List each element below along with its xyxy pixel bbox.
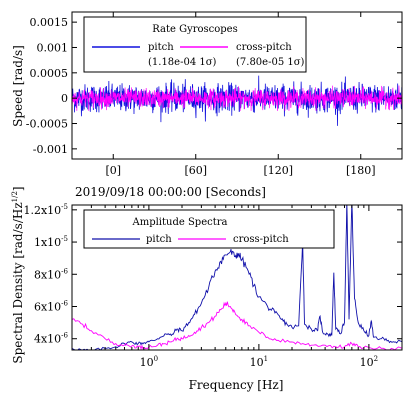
top-legend-box [83,16,307,73]
bottom-y-tick-label-base: 1.2x10 [23,204,61,217]
bottom-x-axis-label: Frequency [Hz] [189,378,284,392]
bottom-y-tick-label-exp: -5 [61,203,68,211]
bottom-x-tick-label-base: 10 [140,356,154,369]
top-legend-pitch-label: pitch [148,42,174,53]
bottom-y-tick-label-exp: -6 [61,267,68,275]
bottom-y-axis-label-main: Spectral Density [rad/s/Hz [11,202,25,363]
bottom-y-tick-label-base: 1x10 [34,236,61,249]
bottom-x-tick-label-exp: 0 [154,355,158,363]
bottom-x-tick-label-exp: 2 [374,355,378,363]
bottom-y-tick-label: 8x10-6 [34,267,69,281]
bottom-y-tick-label: 1.2x10-5 [23,203,68,217]
bottom-y-tick-label-exp: -6 [61,332,68,340]
bottom-x-tick-label-base: 10 [250,356,264,369]
bottom-y-tick-label-exp: -6 [61,300,68,308]
bottom-series-group [72,205,402,350]
top-series-cross-pitch-line [72,85,402,111]
bottom-y-tick-label: 1x10-5 [34,235,68,249]
bottom-y-axis-label: Spectral Density [rad/s/Hz1/2] [11,186,25,363]
bottom-x-tick-label: 100 [140,355,158,369]
top-y-tick-label: -0.001 [33,143,68,156]
bottom-legend: Amplitude Spectra pitch cross-pitch [83,209,335,249]
top-legend-pitch-sigma: (1.18e-04 1σ) [148,57,217,68]
bottom-y-tick-label-base: 4x10 [34,333,61,346]
bottom-legend-cross-pitch-label: cross-pitch [233,234,289,245]
bottom-plot-frame [71,204,403,351]
top-y-ticks: -0.001 -0.0005 0 0.0005 0.001 0.0015 [26,16,402,156]
top-y-axis-label: Speed [rad/s] [11,45,25,127]
top-y-tick-label: 0.0005 [30,67,69,80]
bottom-x-tick-label-base: 10 [360,356,374,369]
bottom-y-tick-label-base: 6x10 [34,301,61,314]
top-x-ticks: [0] [60] [120] [180] [105,12,376,177]
top-y-tick-label: 0 [61,92,68,105]
bottom-legend-pitch-label: pitch [146,234,172,245]
top-x-tick-label: [60] [184,164,207,177]
top-x-tick-label: [180] [346,164,376,177]
bottom-y-axis-label-sup: 1/2 [11,191,19,202]
bottom-legend-title: Amplitude Spectra [132,217,228,228]
top-y-tick-label: -0.0005 [26,118,68,131]
top-y-tick-label: 0.001 [37,41,69,54]
top-legend: Rate Gyroscopes pitch (1.18e-04 1σ) cros… [83,16,307,73]
bottom-y-tick-label-base: 8x10 [34,268,61,281]
top-plot-frame [71,11,403,160]
top-x-tick-label: [120] [263,164,293,177]
bottom-x-tick-label: 101 [250,355,268,369]
bottom-y-tick-label: 4x10-6 [34,332,69,346]
bottom-legend-box [83,209,335,249]
top-legend-cross-pitch-sigma: (7.80e-05 1σ) [236,57,305,68]
bottom-x-ticks: 100 101 102 [71,205,403,369]
top-y-tick-label: 0.0015 [30,16,69,29]
bottom-x-tick-label: 102 [360,355,378,369]
bottom-series-cross-pitch-line [72,301,402,350]
bottom-y-tick-label-exp: -5 [61,235,68,243]
top-x-axis-label: 2019/09/18 00:00:00 [Seconds] [75,185,266,199]
bottom-y-tick-label: 6x10-6 [34,300,69,314]
top-legend-title: Rate Gyroscopes [152,24,237,35]
top-x-tick-label: [0] [105,164,121,177]
bottom-series-pitch-line [72,205,402,350]
top-series-group [72,75,402,126]
bottom-x-tick-label-exp: 1 [264,355,268,363]
top-legend-cross-pitch-label: cross-pitch [236,42,292,53]
bottom-y-axis-label-end: ] [11,186,25,191]
